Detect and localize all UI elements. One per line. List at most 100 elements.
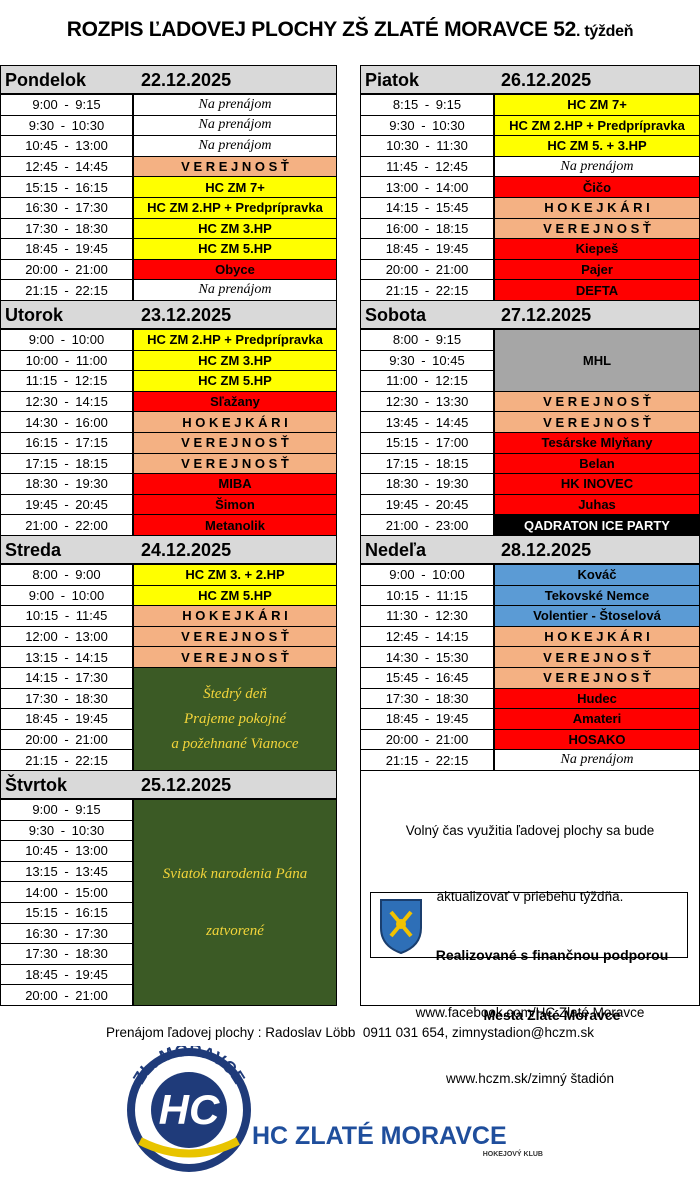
time-cell: 9:00 - 9:15 — [0, 94, 133, 116]
time-cell: 16:15 - 17:15 — [0, 432, 133, 454]
activity-cell: Amateri — [494, 708, 700, 730]
time-cell: 9:00 - 10:00 — [360, 564, 494, 586]
time-cell: 8:00 - 9:00 — [0, 564, 133, 586]
city-crest — [380, 899, 422, 954]
time-cell: 11:30 - 12:30 — [360, 605, 494, 627]
activity-cell: Šimon — [133, 493, 337, 516]
time-cell: 12:30 - 13:30 — [360, 390, 494, 413]
time-cell: 15:15 - 17:00 — [360, 432, 494, 454]
activity-cell: H O K E J K Á R I — [133, 411, 337, 433]
time-cell: 12:45 - 14:15 — [360, 625, 494, 648]
time-cell: 18:30 - 19:30 — [360, 473, 494, 495]
day-date: 28.12.2025 — [501, 540, 592, 560]
support-line: Mesta Zlaté Moravce — [483, 1007, 621, 1023]
activity-cell: Obyce — [133, 258, 337, 281]
time-cell: 11:00 - 12:15 — [360, 370, 494, 392]
time-cell: 11:45 - 12:45 — [360, 155, 494, 178]
time-cell: 15:15 - 16:15 — [0, 902, 133, 924]
activity-cell: MIBA — [133, 473, 337, 495]
time-cell: 14:15 - 15:45 — [360, 197, 494, 219]
day-name: Pondelok — [5, 70, 87, 90]
day-header: Piatok 26.12.2025 — [360, 65, 700, 94]
time-cell: 18:45 - 19:45 — [360, 708, 494, 730]
activity-cell: Pajer — [494, 258, 700, 281]
support-box: Realizované s finančnou podporou Mesta Z… — [370, 892, 688, 1023]
activity-cell: V E R E J N O S Ť — [494, 411, 700, 433]
time-cell: 9:30 - 10:45 — [360, 349, 494, 372]
activity-cell: Štedrý deň Prajeme pokojné a požehnané Via… — [133, 667, 337, 771]
contact: Prenájom ľadovej plochy : Radoslav Löbb … — [106, 1025, 594, 1040]
time-cell: 17:30 - 18:30 — [0, 687, 133, 710]
activity-cell: Belan — [494, 452, 700, 475]
time-cell: 21:00 - 22:00 — [0, 514, 133, 536]
activity-cell: Metanolik — [133, 514, 337, 536]
time-cell: 21:15 - 22:15 — [0, 279, 133, 301]
time-cell: 21:15 - 22:15 — [360, 279, 494, 301]
activity-cell: HC ZM 5.HP — [133, 370, 337, 392]
time-cell: 9:00 - 10:00 — [0, 329, 133, 351]
time-cell: 17:30 - 18:30 — [0, 943, 133, 965]
time-cell: 20:00 - 21:00 — [360, 728, 494, 751]
time-cell: 9:00 - 10:00 — [0, 584, 133, 607]
time-cell: 12:45 - 14:45 — [0, 155, 133, 178]
activity-cell: V E R E J N O S Ť — [133, 452, 337, 475]
time-cell: 10:45 - 13:00 — [0, 135, 133, 157]
activity-cell: Na prenájom — [133, 114, 337, 137]
activity-cell: HC ZM 3.HP — [133, 349, 337, 372]
time-cell: 11:15 - 12:15 — [0, 370, 133, 392]
activity-line: a požehnané Vianoce — [171, 735, 299, 752]
activity-cell: Na prenájom — [133, 94, 337, 116]
activity-cell: QADRATON ICE PARTY — [494, 514, 700, 536]
day-date: 26.12.2025 — [501, 70, 592, 90]
activity-cell: Hudec — [494, 687, 700, 710]
activity-cell: V E R E J N O S Ť — [133, 432, 337, 454]
activity-line: Sviatok narodenia Pána — [162, 865, 308, 882]
time-cell: 18:45 - 19:45 — [0, 708, 133, 730]
activity-cell: V E R E J N O S Ť — [133, 625, 337, 648]
time-cell: 10:00 - 11:00 — [0, 349, 133, 372]
time-cell: 15:15 - 16:15 — [0, 176, 133, 198]
day-name: Streda — [5, 540, 62, 560]
day-header: Pondelok 22.12.2025 — [0, 65, 337, 94]
time-cell: 18:30 - 19:30 — [0, 473, 133, 495]
day-date: 25.12.2025 — [141, 775, 232, 795]
day-header: Utorok 23.12.2025 — [0, 300, 337, 329]
info-line: www.facebook.com/HC Zlaté Moravce — [415, 1005, 645, 1020]
time-cell: 13:15 - 14:15 — [0, 646, 133, 668]
activity-line: Prajeme pokojné — [183, 710, 287, 727]
time-cell: 8:00 - 9:15 — [360, 329, 494, 351]
activity-cell: Tesárske Mlyňany — [494, 432, 700, 454]
time-cell: 12:00 - 13:00 — [0, 625, 133, 648]
title-block: ROZPIS ĽADOVEJ PLOCHY ZŠ ZLATÉ MORAVCE 5… — [0, 18, 700, 42]
day-name: Nedeľa — [365, 540, 426, 560]
time-cell: 10:15 - 11:15 — [360, 584, 494, 607]
time-cell: 17:15 - 18:15 — [0, 452, 133, 475]
title: ROZPIS ĽADOVEJ PLOCHY ZŠ ZLATÉ MORAVCE 5… — [66, 18, 577, 41]
activity-cell: H O K E J K Á R I — [494, 197, 700, 219]
activity-cell: H O K E J K Á R I — [494, 625, 700, 648]
time-cell: 18:45 - 19:45 — [0, 963, 133, 986]
activity-cell: Kováč — [494, 564, 700, 586]
time-cell: 13:45 - 14:45 — [360, 411, 494, 433]
activity-cell: HK INOVEC — [494, 473, 700, 495]
activity-cell: V E R E J N O S Ť — [133, 155, 337, 178]
activity-cell: HC ZM 2.HP + Predprípravka — [133, 329, 337, 351]
time-cell: 9:00 - 9:15 — [0, 799, 133, 821]
time-cell: 8:15 - 9:15 — [360, 94, 494, 116]
time-cell: 13:15 - 13:45 — [0, 860, 133, 883]
time-cell: 17:30 - 18:30 — [0, 217, 133, 240]
title-suffix: . týždeň — [576, 23, 634, 40]
time-cell: 10:45 - 13:00 — [0, 840, 133, 862]
activity-cell: HC ZM 5. + 3.HP — [494, 135, 700, 157]
activity-cell: Kiepeš — [494, 238, 700, 260]
day-date: 23.12.2025 — [141, 305, 232, 325]
activity-cell: Čičo — [494, 176, 700, 198]
day-name: Utorok — [5, 305, 63, 325]
time-cell: 13:00 - 14:00 — [360, 176, 494, 198]
activity-cell: Na prenájom — [133, 279, 337, 301]
activity-cell: HOSAKO — [494, 728, 700, 751]
day-header: Sobota 27.12.2025 — [360, 300, 700, 329]
activity-cell: HC ZM 5.HP — [133, 238, 337, 260]
activity-cell: V E R E J N O S Ť — [133, 646, 337, 668]
time-cell: 9:30 - 10:30 — [0, 819, 133, 842]
